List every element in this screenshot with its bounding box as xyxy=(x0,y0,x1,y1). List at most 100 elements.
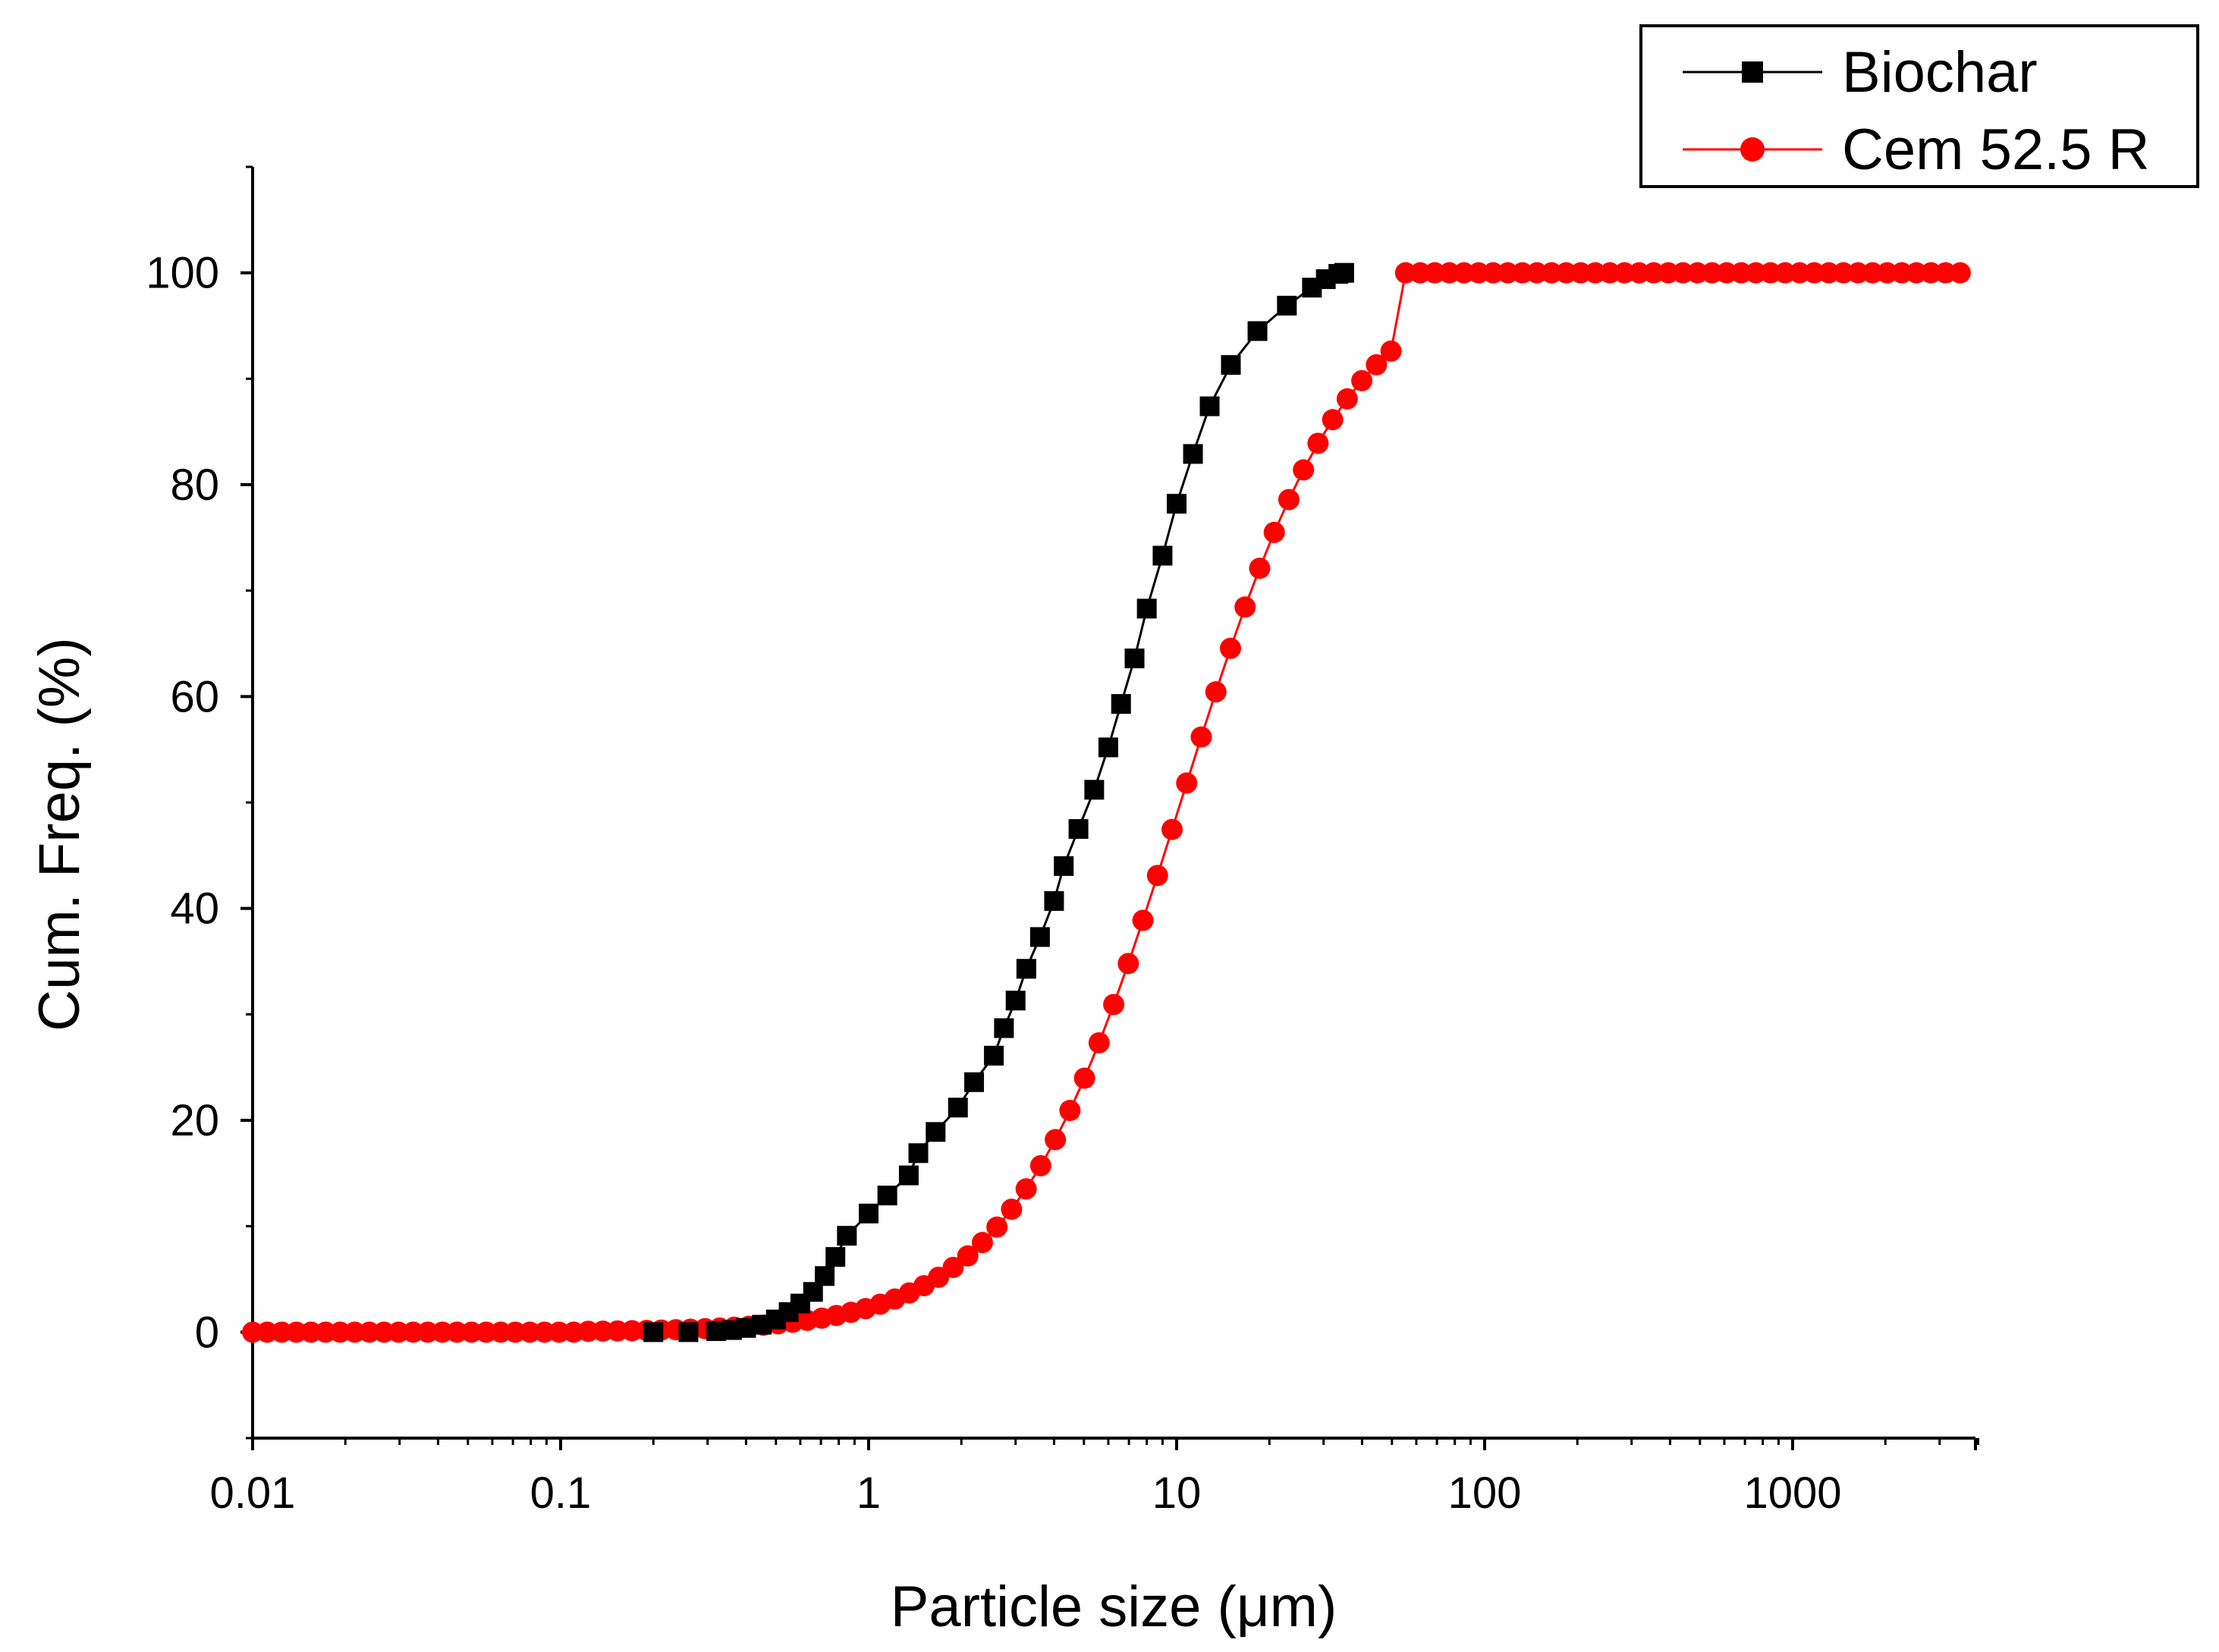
cem-point xyxy=(533,1321,555,1343)
cem-point xyxy=(1351,369,1373,391)
biochar-point xyxy=(1167,494,1187,514)
cem-point xyxy=(1161,818,1183,840)
cem-point xyxy=(446,1321,468,1343)
cem-point xyxy=(1832,262,1854,284)
biochar-point xyxy=(815,1266,835,1286)
biochar-point xyxy=(1084,780,1105,800)
cem-point xyxy=(1468,262,1490,284)
y-tick-label: 60 xyxy=(170,672,219,721)
legend-label: Biochar xyxy=(1842,40,2038,105)
cem-point xyxy=(1803,262,1825,284)
cem-point xyxy=(1410,262,1432,284)
biochar-point xyxy=(994,1018,1014,1038)
x-axis-title: Particle size (μm) xyxy=(891,1575,1337,1639)
cem-point xyxy=(1584,262,1606,284)
biochar-point xyxy=(1016,959,1036,979)
biochar-point xyxy=(1247,321,1268,341)
cem-point xyxy=(986,1216,1008,1238)
biochar-point xyxy=(1068,818,1089,839)
cem-point xyxy=(1818,262,1840,284)
cem-point xyxy=(942,1256,964,1278)
cem-series-line xyxy=(253,272,1960,1333)
biochar-point xyxy=(643,1322,664,1343)
legend-square-marker xyxy=(1742,61,1763,83)
cem-point xyxy=(300,1321,322,1343)
legend: Biochar Cem 52.5 R xyxy=(1639,24,2199,188)
cem-point xyxy=(1774,262,1796,284)
cem-point xyxy=(1847,262,1869,284)
cem-point xyxy=(1906,262,1928,284)
biochar-point xyxy=(1334,262,1354,283)
cem-point xyxy=(1891,262,1913,284)
cem-point xyxy=(432,1321,454,1343)
cem-point xyxy=(388,1321,410,1343)
cem-point xyxy=(1541,262,1563,284)
biochar-point xyxy=(837,1226,857,1246)
cem-point xyxy=(1190,726,1212,748)
cem-point xyxy=(373,1321,395,1343)
x-tick-label: 10 xyxy=(1152,1468,1202,1518)
cem-point xyxy=(1088,1032,1110,1054)
cem-point xyxy=(1293,459,1315,481)
cem-point xyxy=(1482,262,1504,284)
cem-point xyxy=(1394,262,1416,284)
biochar-point xyxy=(1098,737,1118,758)
biochar-point xyxy=(1277,295,1297,316)
biochar-point xyxy=(1005,991,1026,1011)
x-tick-label: 0.1 xyxy=(530,1468,592,1518)
series-layer xyxy=(242,262,1971,1343)
cem-point xyxy=(957,1245,979,1267)
biochar-point xyxy=(877,1186,897,1206)
cem-point xyxy=(1001,1198,1023,1220)
cem-point xyxy=(416,1321,438,1343)
cem-point xyxy=(358,1321,380,1343)
biochar-point xyxy=(1183,444,1203,464)
cem-point xyxy=(1176,772,1198,794)
cem-point xyxy=(1219,637,1241,659)
cem-point xyxy=(1249,557,1271,579)
biochar-point xyxy=(1111,694,1131,715)
cem-point xyxy=(1599,262,1621,284)
biochar-point xyxy=(1221,355,1241,375)
cem-point xyxy=(1949,262,1971,284)
biochar-point xyxy=(1152,545,1173,566)
cem-point xyxy=(1438,262,1460,284)
biochar-point xyxy=(1044,890,1064,911)
x-tick-label: 1000 xyxy=(1743,1468,1841,1518)
cem-point xyxy=(1716,262,1738,284)
y-tick-label: 40 xyxy=(170,884,219,934)
cem-point xyxy=(242,1321,263,1343)
cem-point xyxy=(1526,262,1548,284)
y-tick-label: 100 xyxy=(146,249,219,298)
cem-point xyxy=(1497,262,1519,284)
legend-circle-marker xyxy=(1740,137,1765,162)
cem-point xyxy=(256,1321,278,1343)
cem-point xyxy=(1029,1154,1051,1176)
cem-point xyxy=(1380,340,1402,362)
cem-point xyxy=(1658,262,1680,284)
cem-point xyxy=(1015,1178,1037,1200)
biochar-point xyxy=(926,1122,946,1142)
biochar-point xyxy=(984,1045,1004,1066)
cem-point xyxy=(1935,262,1957,284)
cem-point xyxy=(344,1321,366,1343)
biochar-point xyxy=(1124,649,1145,669)
axes: 0 20 40 60 80 100 0.01 0.1 1 10 100 1000 Particle si… xyxy=(27,165,1979,1639)
x-tick-label: 0.01 xyxy=(210,1468,296,1518)
cem-point xyxy=(460,1321,482,1343)
cem-point xyxy=(1672,262,1694,284)
biochar-point xyxy=(964,1072,985,1092)
y-tick-label: 0 xyxy=(195,1308,219,1357)
cem-point xyxy=(1424,262,1446,284)
cem-point xyxy=(1366,353,1388,375)
cem-point xyxy=(1322,409,1344,431)
biochar-point xyxy=(859,1203,878,1223)
cem-point xyxy=(1234,596,1256,618)
cem-point xyxy=(1920,262,1942,284)
cem-point xyxy=(1263,521,1285,543)
cem-point xyxy=(1336,388,1358,410)
cem-point xyxy=(402,1321,424,1343)
cem-point xyxy=(1059,1100,1081,1122)
legend-label: Cem 52.5 R xyxy=(1842,118,2150,182)
